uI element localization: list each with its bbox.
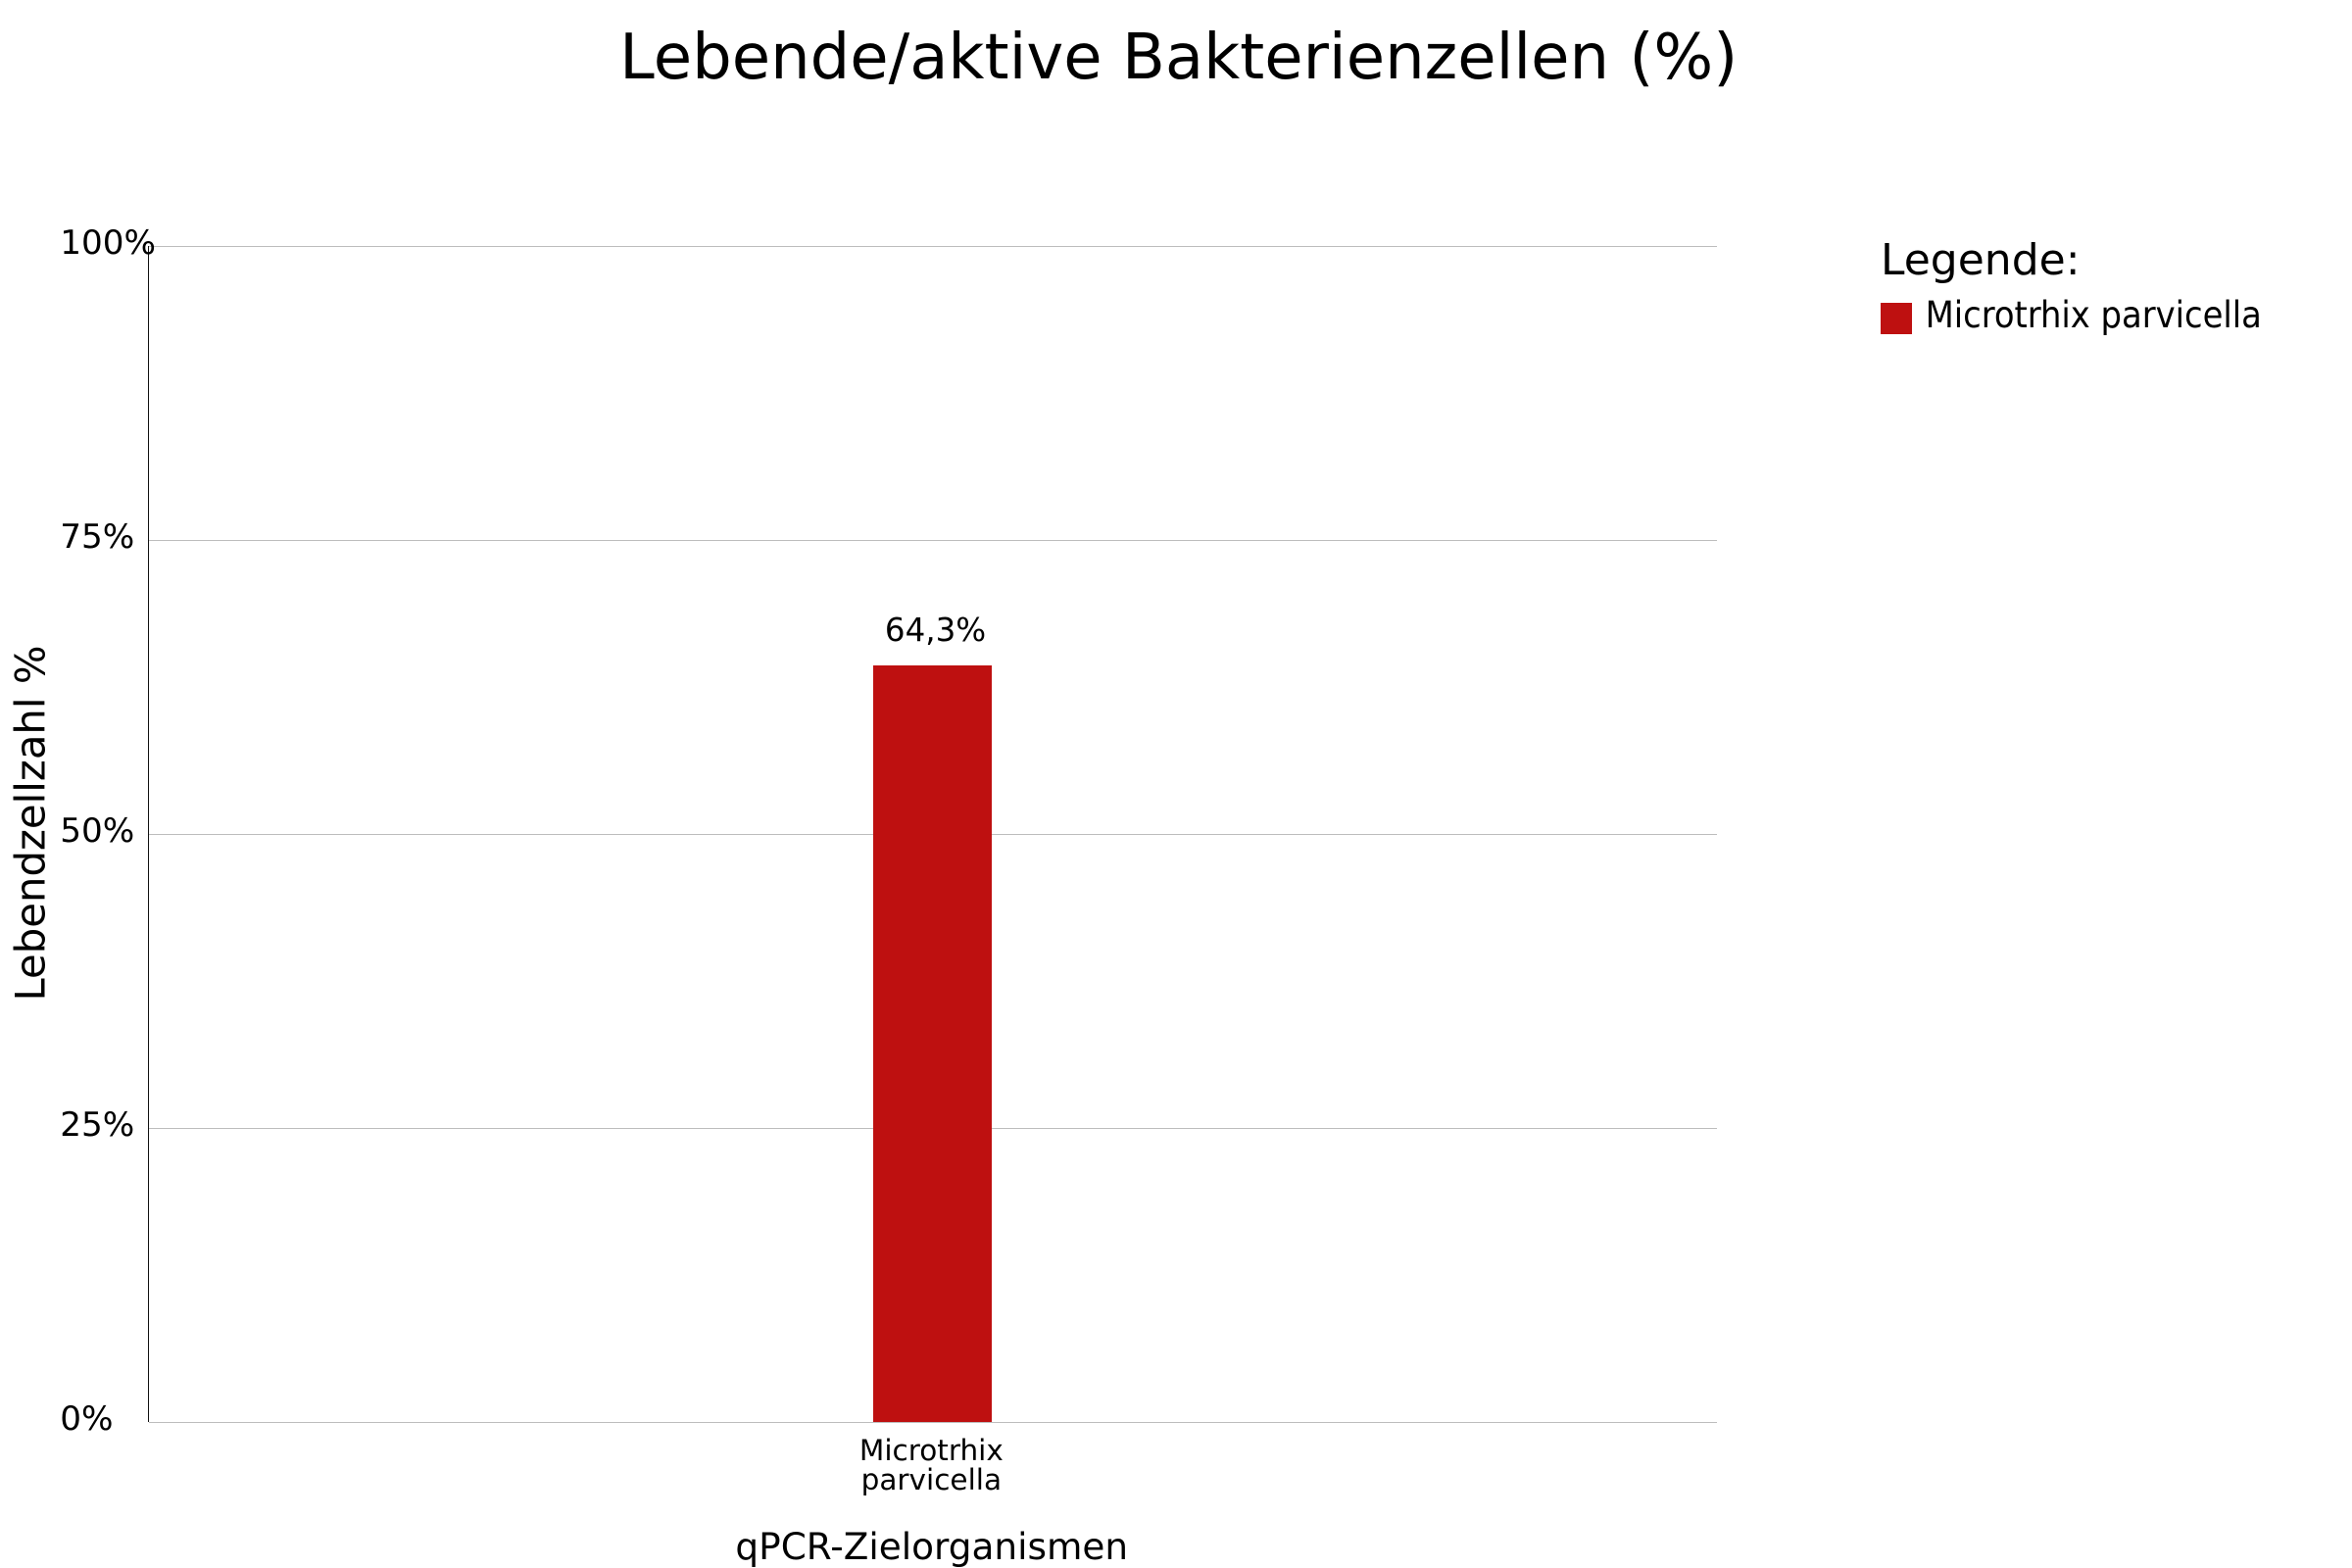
ytick-label-50: 50% [60,811,135,852]
xtick-label-microtrhix-parvicella: Microtrhix parvicella [858,1433,1004,1496]
bar-value-label: 64,3% [884,612,987,650]
legend-swatch-microtrhix-parvicella [1881,303,1912,334]
ytick-label-25: 25% [60,1105,135,1146]
ytick-label-100: 100% [60,223,156,264]
ytick-label-75: 75% [60,517,135,558]
gridline-0 [148,1421,1717,1423]
legend-item-label: Microtrhix parvicella [1925,292,2262,336]
x-axis-title: qPCR-Zielorganismen [735,1525,1129,1568]
gridline-100 [148,245,1717,247]
y-axis-title: Lebendzellzahl % [6,645,55,1002]
ytick-label-0: 0% [60,1399,114,1440]
bar-microtrhix-parvicella [872,664,992,1422]
legend-title: Legende: [1881,235,2081,286]
gridline-75 [148,539,1717,541]
plot-area [147,245,1717,1423]
chart-title: Lebende/aktive Bakterienzellen (%) [619,21,1739,94]
